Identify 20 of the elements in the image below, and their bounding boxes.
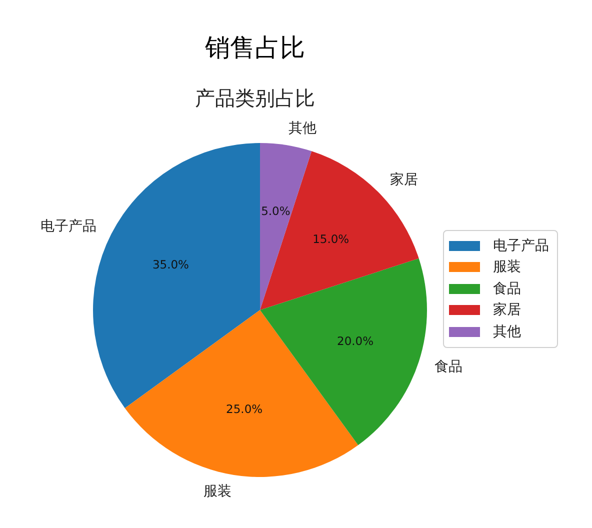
slice-label: 服装 bbox=[203, 483, 232, 500]
legend-label: 电子产品 bbox=[493, 236, 549, 255]
pie-slice bbox=[260, 151, 419, 310]
data-label: 35.0% bbox=[152, 258, 190, 272]
slice-label: 其他 bbox=[288, 120, 317, 137]
slice-label: 家居 bbox=[390, 172, 418, 188]
data-label: 5.0% bbox=[261, 204, 290, 218]
data-label: 15.0% bbox=[312, 232, 350, 246]
chart-title: 销售占比 bbox=[204, 33, 306, 63]
legend-label: 其他 bbox=[493, 322, 521, 341]
slice-label: 食品 bbox=[434, 358, 463, 375]
chart-subtitle: 产品类别占比 bbox=[194, 86, 316, 110]
data-label: 20.0% bbox=[337, 334, 374, 348]
legend-label: 食品 bbox=[493, 280, 521, 298]
data-label: 25.0% bbox=[226, 402, 263, 416]
slice-label: 电子产品 bbox=[40, 218, 96, 235]
legend-label: 家居 bbox=[493, 301, 521, 320]
legend-label: 服装 bbox=[493, 258, 521, 276]
pie-slice bbox=[260, 143, 312, 310]
pie-slice bbox=[260, 258, 427, 446]
